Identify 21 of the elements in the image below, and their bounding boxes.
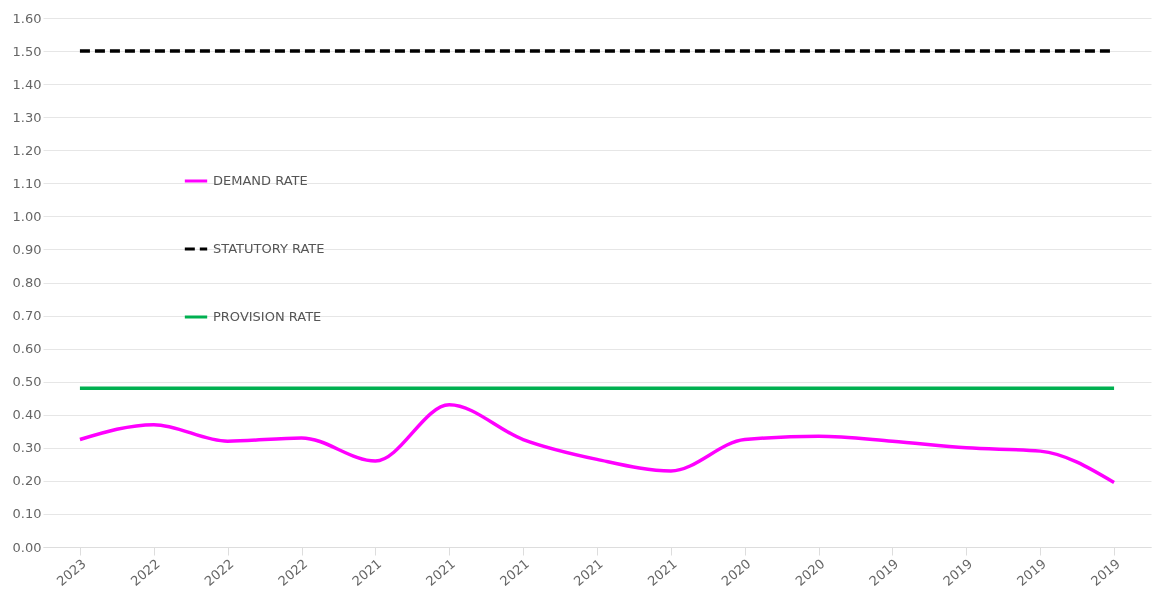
y-tick-label: 1.30	[12, 109, 42, 125]
y-tick-label: 0.50	[12, 374, 42, 390]
legend-label: STATUTORY RATE	[213, 241, 325, 256]
y-tick-label: 0.00	[12, 539, 42, 555]
y-tick-label: 1.20	[12, 142, 42, 158]
y-tick-label: 0.70	[12, 308, 42, 324]
y-tick-label: 1.10	[12, 175, 42, 191]
y-tick-label: 0.60	[12, 341, 42, 357]
y-tick-label: 1.00	[12, 208, 42, 224]
y-tick-label: 0.80	[12, 275, 42, 290]
y-tick-label: 1.50	[12, 43, 42, 59]
y-tick-label: 0.90	[12, 241, 42, 257]
y-tick-label: 1.60	[12, 10, 42, 26]
legend-label: PROVISION RATE	[213, 309, 322, 324]
y-tick-label: 0.30	[12, 440, 42, 456]
y-tick-label: 1.40	[12, 76, 42, 92]
y-tick-label: 0.20	[12, 473, 42, 489]
y-tick-label: 0.40	[12, 407, 42, 423]
legend-label: DEMAND RATE	[213, 173, 308, 188]
line-series	[78, 403, 1116, 485]
y-tick-label: 0.10	[12, 506, 42, 522]
